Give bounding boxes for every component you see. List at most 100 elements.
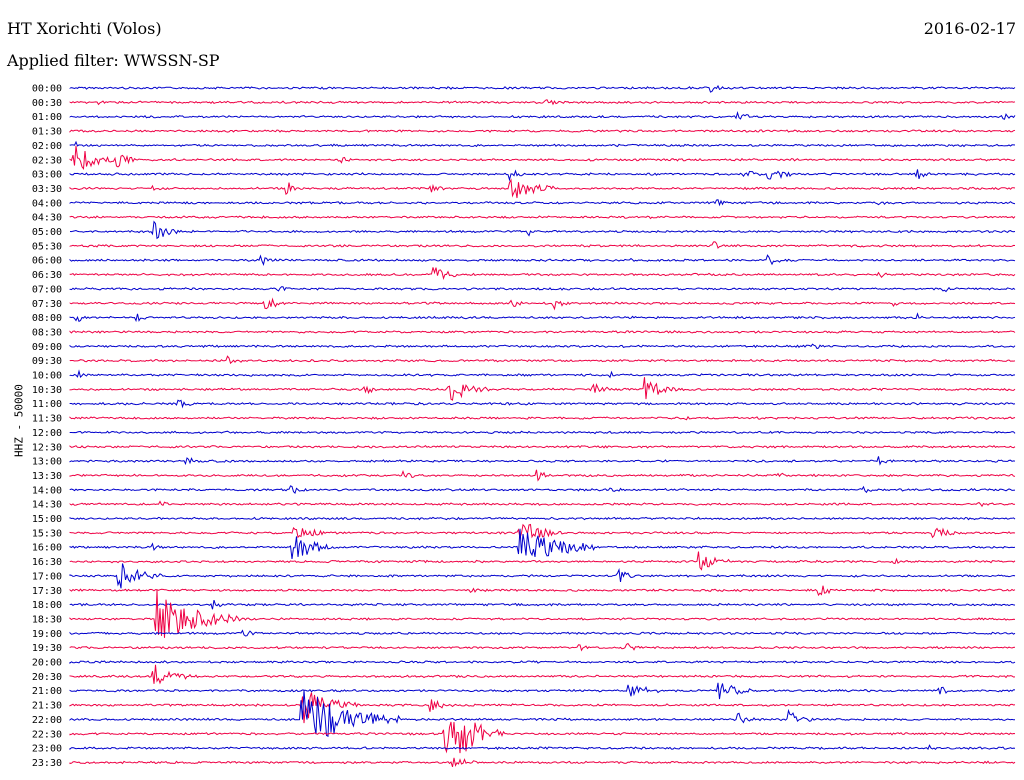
time-label: 12:30 xyxy=(32,442,62,453)
trace-line xyxy=(69,523,1016,539)
trace-line xyxy=(69,563,1016,589)
trace-line xyxy=(69,178,1016,199)
time-label: 18:30 xyxy=(32,614,62,625)
trace-line xyxy=(69,642,1016,652)
station-title: HT Xorichti (Volos) xyxy=(7,19,162,38)
trace-line xyxy=(69,664,1016,685)
time-label: 01:00 xyxy=(32,112,62,123)
trace-line xyxy=(69,129,1016,133)
time-label: 10:00 xyxy=(32,371,62,382)
trace-line xyxy=(69,199,1016,207)
time-label: 04:30 xyxy=(32,213,62,224)
trace-line xyxy=(69,516,1016,521)
time-label: 21:30 xyxy=(32,701,62,712)
trace-line xyxy=(69,241,1016,249)
trace-line xyxy=(69,690,1016,738)
trace-line xyxy=(69,744,1016,751)
trace-line xyxy=(69,415,1016,421)
trace-line xyxy=(69,267,1016,280)
trace-line xyxy=(69,682,1016,700)
trace-line xyxy=(69,660,1016,665)
time-label: 22:30 xyxy=(32,729,62,740)
time-label: 09:30 xyxy=(32,356,62,367)
trace-line xyxy=(69,528,1016,559)
filter-label: Applied filter: WWSSN-SP xyxy=(7,51,220,70)
time-label: 03:30 xyxy=(32,184,62,195)
trace-line xyxy=(69,286,1016,293)
trace-line xyxy=(69,485,1016,495)
trace-line xyxy=(69,757,1016,768)
time-label: 11:00 xyxy=(32,399,62,410)
trace-line xyxy=(69,551,1016,571)
trace-line xyxy=(69,99,1016,106)
time-label: 15:00 xyxy=(32,514,62,525)
time-label: 00:00 xyxy=(32,84,62,95)
trace-line xyxy=(69,330,1016,334)
time-label: 19:30 xyxy=(32,643,62,654)
trace-line xyxy=(69,169,1016,182)
time-label: 02:30 xyxy=(32,155,62,166)
time-label: 13:00 xyxy=(32,457,62,468)
time-label: 02:00 xyxy=(32,141,62,152)
trace-line xyxy=(69,140,1016,148)
time-label: 22:00 xyxy=(32,715,62,726)
time-label: 23:00 xyxy=(32,744,62,755)
time-label: 12:00 xyxy=(32,428,62,439)
trace-line xyxy=(69,430,1016,435)
trace-line xyxy=(69,377,1016,401)
trace-line xyxy=(69,355,1016,365)
time-label: 08:00 xyxy=(32,313,62,324)
trace-line xyxy=(69,84,1016,93)
time-label: 14:30 xyxy=(32,500,62,511)
trace-line xyxy=(69,111,1016,120)
trace-line xyxy=(69,599,1016,610)
trace-line xyxy=(69,444,1016,449)
trace-line xyxy=(69,500,1016,508)
time-label: 07:30 xyxy=(32,299,62,310)
trace-line xyxy=(69,343,1016,350)
trace-line xyxy=(69,399,1016,409)
trace-line xyxy=(69,590,1016,638)
time-label: 15:30 xyxy=(32,528,62,539)
time-label: 08:30 xyxy=(32,327,62,338)
time-label: 16:00 xyxy=(32,543,62,554)
time-label: 13:30 xyxy=(32,471,62,482)
time-label: 09:00 xyxy=(32,342,62,353)
time-label: 23:30 xyxy=(32,758,62,769)
time-label: 05:30 xyxy=(32,241,62,252)
trace-line xyxy=(69,312,1016,323)
time-label: 01:30 xyxy=(32,127,62,138)
trace-line xyxy=(69,629,1016,637)
time-label: 17:30 xyxy=(32,586,62,597)
time-label: 05:00 xyxy=(32,227,62,238)
time-label: 11:30 xyxy=(32,414,62,425)
time-label: 17:00 xyxy=(32,571,62,582)
time-label: 18:00 xyxy=(32,600,62,611)
trace-line xyxy=(69,692,1016,724)
time-label: 06:30 xyxy=(32,270,62,281)
trace-line xyxy=(69,369,1016,379)
trace-line xyxy=(69,297,1016,311)
time-label: 03:00 xyxy=(32,170,62,181)
trace-line xyxy=(69,145,1016,171)
time-label: 14:00 xyxy=(32,485,62,496)
time-label: 07:00 xyxy=(32,284,62,295)
trace-line xyxy=(69,469,1016,482)
trace-line xyxy=(69,220,1016,240)
trace-line xyxy=(69,721,1016,754)
trace-line xyxy=(69,215,1016,220)
trace-line xyxy=(69,585,1016,597)
time-label: 21:00 xyxy=(32,686,62,697)
time-label: 00:30 xyxy=(32,98,62,109)
time-label: 16:30 xyxy=(32,557,62,568)
time-label: 06:00 xyxy=(32,256,62,267)
time-label: 10:30 xyxy=(32,385,62,396)
time-label: 04:00 xyxy=(32,198,62,209)
time-label: 20:30 xyxy=(32,672,62,683)
date-label: 2016-02-17 xyxy=(923,19,1016,38)
time-label: 19:00 xyxy=(32,629,62,640)
time-label: 20:00 xyxy=(32,658,62,669)
trace-line xyxy=(69,254,1016,266)
trace-line xyxy=(69,456,1016,466)
